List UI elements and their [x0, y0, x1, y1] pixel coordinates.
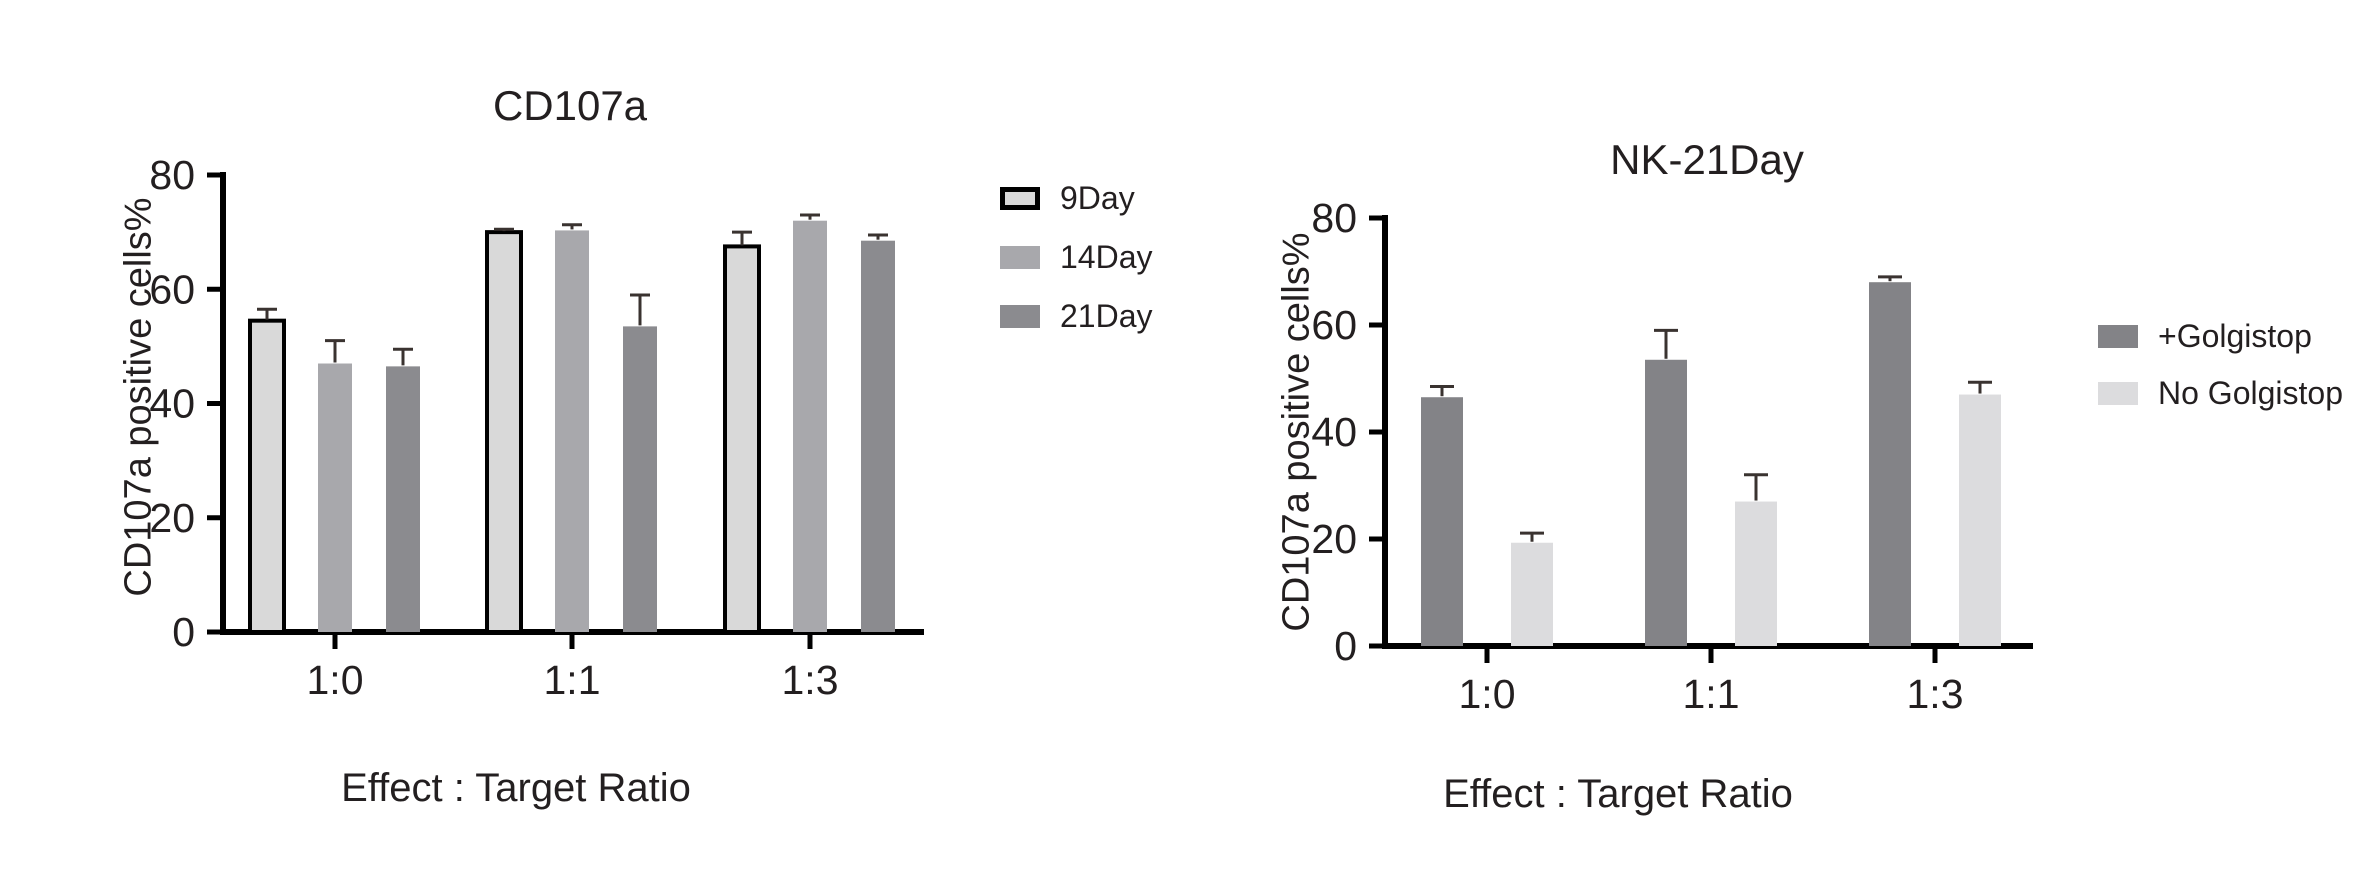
x-tick-label: 1:1	[1683, 671, 1740, 717]
chart-title-nk21day: NK-21Day	[1610, 136, 1804, 183]
y-tick-label: 40	[1311, 409, 1357, 455]
bar	[793, 220, 827, 632]
legend-item: +Golgistop	[2098, 318, 2343, 355]
y-axis-label-right: CD107a positive cells%	[1275, 232, 1318, 632]
bar	[1735, 501, 1777, 646]
bar	[318, 363, 352, 632]
x-tick-label: 1:1	[544, 657, 601, 703]
chart-title-cd107a: CD107a	[492, 82, 648, 129]
bar	[1645, 359, 1687, 646]
x-tick-label: 1:3	[782, 657, 839, 703]
bar	[248, 318, 286, 634]
legend-item: 21Day	[1000, 298, 1153, 335]
legend-right: +Golgistop No Golgistop	[2098, 318, 2343, 432]
x-axis-title-right: Effect : Target Ratio	[1443, 772, 1793, 816]
y-tick-label: 60	[149, 266, 195, 312]
legend-label: 14Day	[1060, 239, 1153, 275]
x-tick-label: 1:0	[307, 657, 364, 703]
legend-swatch	[1000, 246, 1040, 269]
bar	[861, 240, 895, 632]
bar	[386, 366, 420, 632]
y-tick-label: 40	[149, 381, 195, 427]
legend-item: 14Day	[1000, 239, 1153, 276]
bar	[1959, 394, 2001, 646]
y-tick-label: 20	[1311, 516, 1357, 562]
y-tick-label: 80	[1311, 195, 1357, 241]
bar	[623, 326, 657, 632]
legend-swatch	[2098, 325, 2138, 348]
x-axis-title-left: Effect : Target Ratio	[341, 766, 691, 810]
bar	[723, 244, 761, 634]
legend-left: 9Day 14Day 21Day	[1000, 180, 1153, 357]
bar	[1421, 397, 1463, 646]
legend-label: +Golgistop	[2158, 318, 2312, 354]
y-tick-label: 20	[149, 495, 195, 541]
y-tick-label: 0	[172, 609, 195, 655]
y-tick-label: 0	[1334, 623, 1357, 669]
bar	[1869, 282, 1911, 646]
legend-swatch	[2098, 382, 2138, 405]
legend-item: No Golgistop	[2098, 375, 2343, 412]
y-axis-label-left: CD107a positive cells%	[117, 197, 160, 597]
legend-label: 21Day	[1060, 298, 1153, 334]
legend-swatch	[1000, 187, 1040, 210]
x-tick-label: 1:3	[1907, 671, 1964, 717]
legend-label: 9Day	[1060, 180, 1135, 216]
y-tick-label: 80	[149, 152, 195, 198]
x-tick-label: 1:0	[1459, 671, 1516, 717]
legend-label: No Golgistop	[2158, 375, 2343, 411]
y-tick-label: 60	[1311, 302, 1357, 348]
legend-item: 9Day	[1000, 180, 1153, 217]
bar	[555, 230, 589, 632]
bar	[1511, 542, 1553, 646]
legend-swatch	[1000, 305, 1040, 328]
bar	[485, 230, 523, 634]
